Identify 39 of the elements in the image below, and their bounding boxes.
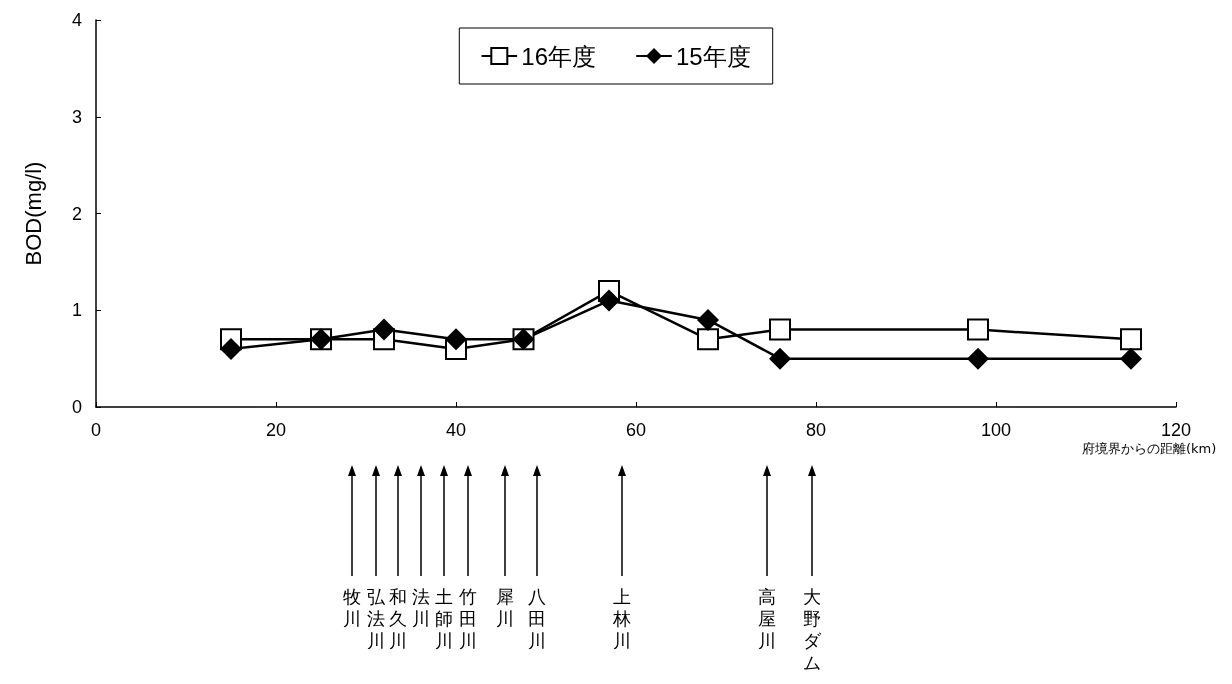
text: 竹田川 bbox=[458, 586, 478, 652]
text: 高屋川 bbox=[757, 586, 777, 652]
x-tick-label: 60 bbox=[625, 420, 647, 440]
text: 犀川 bbox=[495, 586, 515, 630]
y-tick-label: 1 bbox=[71, 300, 82, 321]
point bbox=[220, 337, 242, 360]
point bbox=[967, 347, 989, 370]
x-tick-label: 20 bbox=[265, 420, 287, 440]
text: 和久川 bbox=[388, 586, 408, 652]
text: 土師川 bbox=[434, 586, 454, 652]
x-tick-label: 120 bbox=[1160, 420, 1192, 440]
text: 上林川 bbox=[612, 586, 632, 652]
x-tick-label: 40 bbox=[445, 420, 467, 440]
point bbox=[1120, 328, 1142, 351]
point bbox=[967, 318, 989, 341]
text: 弘法川 bbox=[366, 586, 386, 652]
point bbox=[1120, 347, 1142, 370]
point bbox=[373, 318, 395, 341]
point bbox=[445, 328, 467, 351]
point bbox=[697, 308, 719, 331]
legend-label: 16年度 bbox=[521, 42, 597, 70]
y-tick-label: 0 bbox=[71, 397, 82, 417]
y-axis-title: BOD(mg/l) bbox=[20, 161, 46, 266]
x-tick-label: 100 bbox=[980, 420, 1012, 440]
text: 法川 bbox=[411, 586, 431, 630]
legend-label: 15年度 bbox=[676, 42, 751, 70]
y-tick-label: 3 bbox=[71, 106, 82, 127]
point bbox=[598, 289, 620, 312]
point bbox=[769, 347, 791, 370]
text: 牧川 bbox=[342, 586, 362, 630]
y-tick-label: 4 bbox=[71, 10, 82, 30]
text: 大野ダム bbox=[802, 586, 822, 674]
x-tick-label: 0 bbox=[90, 420, 102, 440]
x-tick-label: 80 bbox=[805, 420, 827, 440]
text: 八田川 bbox=[527, 586, 547, 652]
y-tick-label: 2 bbox=[71, 203, 82, 224]
point bbox=[697, 328, 719, 351]
point bbox=[769, 318, 791, 341]
x-axis-title: 府境界からの距離(km) bbox=[1082, 440, 1217, 458]
